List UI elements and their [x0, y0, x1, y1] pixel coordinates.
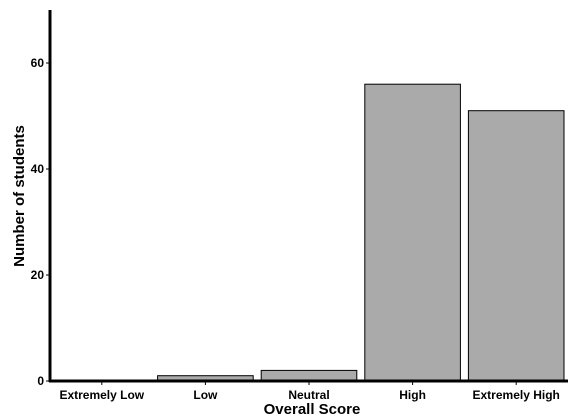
x-tick-label: Neutral	[288, 388, 329, 402]
y-axis-title: Number of students	[11, 125, 28, 267]
y-tick-label: 20	[31, 268, 45, 282]
y-tick-label: 60	[31, 56, 45, 70]
bar-high	[364, 83, 461, 382]
y-axis-ticks: 0 20 40 60	[31, 56, 50, 388]
bars-group	[157, 83, 565, 382]
x-axis-title: Overall Score	[264, 401, 361, 418]
bar-extremely-high	[467, 110, 565, 382]
x-tick-label: High	[399, 388, 426, 402]
x-axis-ticks: Extremely Low Low Neutral High Extremely Hig…	[59, 381, 560, 402]
y-tick-label: 40	[31, 162, 45, 176]
x-tick-label: Extremely High	[473, 388, 560, 402]
bar-neutral	[260, 369, 358, 382]
x-tick-label: Extremely Low	[59, 388, 144, 402]
x-tick-label: Low	[193, 388, 218, 402]
y-tick-label: 0	[37, 374, 44, 388]
